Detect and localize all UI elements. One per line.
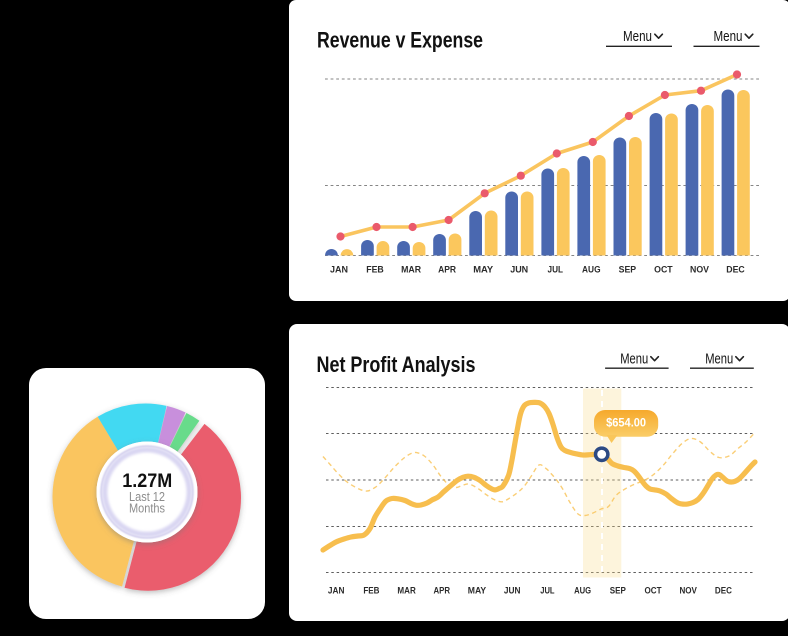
svg-text:APR: APR — [438, 265, 456, 276]
svg-text:MAY: MAY — [473, 265, 494, 276]
svg-text:MAR: MAR — [397, 585, 416, 596]
svg-text:MAR: MAR — [401, 265, 421, 276]
svg-text:$654.00: $654.00 — [606, 415, 646, 429]
svg-text:OCT: OCT — [654, 265, 673, 276]
svg-text:NOV: NOV — [679, 585, 697, 596]
svg-text:1.27M: 1.27M — [122, 471, 172, 492]
svg-text:FEB: FEB — [363, 585, 379, 596]
svg-text:JAN: JAN — [330, 265, 348, 276]
svg-text:Net Profit Analysis: Net Profit Analysis — [317, 351, 476, 376]
svg-text:JUL: JUL — [540, 585, 554, 596]
svg-text:Menu: Menu — [705, 351, 733, 367]
svg-text:SEP: SEP — [619, 265, 637, 276]
svg-text:Menu: Menu — [620, 351, 648, 367]
svg-text:FEB: FEB — [366, 265, 384, 276]
svg-text:Revenue v Expense: Revenue v Expense — [317, 27, 483, 52]
svg-text:DEC: DEC — [715, 585, 732, 596]
svg-text:SEP: SEP — [610, 585, 627, 596]
svg-text:JAN: JAN — [328, 585, 345, 596]
svg-text:NOV: NOV — [690, 265, 710, 276]
svg-text:AUG: AUG — [574, 585, 591, 596]
svg-text:DEC: DEC — [726, 265, 745, 276]
svg-text:JUL: JUL — [548, 265, 564, 276]
svg-text:Last 12: Last 12 — [129, 489, 165, 504]
svg-text:MAY: MAY — [468, 585, 487, 596]
svg-text:AUG: AUG — [582, 265, 601, 276]
svg-text:OCT: OCT — [645, 585, 662, 596]
svg-text:Menu: Menu — [623, 29, 652, 45]
svg-text:APR: APR — [434, 585, 451, 596]
svg-text:Months: Months — [129, 501, 165, 516]
svg-text:JUN: JUN — [504, 585, 521, 596]
svg-text:JUN: JUN — [510, 265, 528, 276]
svg-text:Menu: Menu — [714, 29, 743, 45]
